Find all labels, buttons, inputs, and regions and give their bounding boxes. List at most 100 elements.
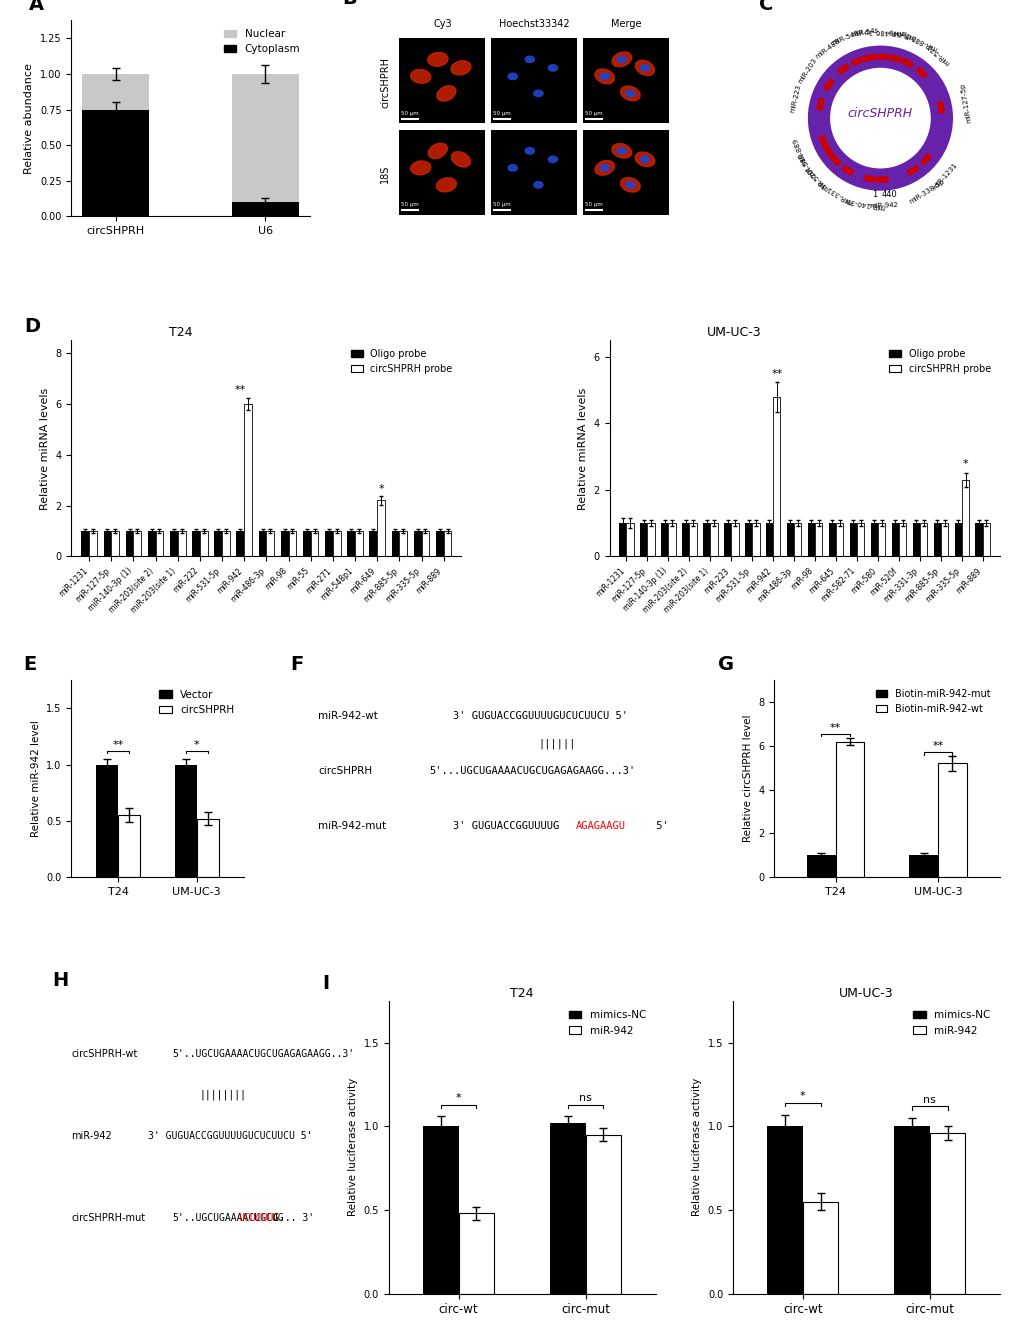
Text: G... 3': G... 3': [273, 1213, 314, 1222]
Bar: [877, 523, 884, 556]
Bar: [626, 523, 633, 556]
Ellipse shape: [620, 86, 640, 100]
Ellipse shape: [599, 165, 608, 172]
Text: *: *: [962, 459, 967, 470]
Ellipse shape: [640, 156, 649, 162]
Bar: [818, 135, 827, 147]
Bar: [443, 531, 451, 556]
Bar: [806, 855, 835, 876]
Bar: [786, 523, 794, 556]
Text: ns: ns: [579, 1093, 591, 1104]
Ellipse shape: [427, 53, 447, 66]
Bar: [765, 523, 772, 556]
Y-axis label: Relative luciferase activity: Relative luciferase activity: [347, 1078, 358, 1217]
Y-axis label: Relative luciferase activity: Relative luciferase activity: [692, 1078, 701, 1217]
Ellipse shape: [411, 70, 430, 83]
Text: miR-548p: miR-548p: [830, 29, 863, 46]
Bar: [876, 177, 888, 182]
Bar: [133, 531, 141, 556]
Bar: [816, 99, 823, 110]
Text: UCUCUUC: UCUCUUC: [238, 1213, 279, 1222]
Text: miR-889: miR-889: [791, 136, 807, 165]
Bar: [898, 523, 906, 556]
Bar: [837, 63, 849, 74]
Bar: [891, 523, 898, 556]
Y-axis label: Relative abundance: Relative abundance: [24, 62, 35, 173]
Text: ns: ns: [922, 1094, 935, 1105]
Bar: [288, 531, 297, 556]
Legend: Biotin-miR-942-mut, Biotin-miR-942-wt: Biotin-miR-942-mut, Biotin-miR-942-wt: [871, 685, 994, 718]
Ellipse shape: [620, 178, 640, 193]
Text: AGAGAAGU: AGAGAAGU: [576, 821, 626, 830]
Text: A: A: [29, 0, 44, 15]
Bar: [766, 1126, 802, 1294]
Bar: [863, 54, 874, 61]
Bar: [549, 1123, 585, 1294]
Text: T24: T24: [169, 326, 193, 339]
Bar: [236, 531, 244, 556]
Ellipse shape: [450, 61, 471, 75]
Bar: [111, 531, 119, 556]
Ellipse shape: [525, 148, 534, 154]
Text: miR-127-5p: miR-127-5p: [959, 83, 972, 124]
Ellipse shape: [616, 148, 626, 154]
Legend: Nuclear, Cytoplasm: Nuclear, Cytoplasm: [219, 25, 305, 58]
Text: *: *: [455, 1093, 461, 1104]
Y-axis label: Relative miRNA levels: Relative miRNA levels: [40, 387, 50, 510]
Y-axis label: Relative circSHPRH level: Relative circSHPRH level: [742, 715, 752, 842]
Ellipse shape: [611, 144, 631, 158]
Text: miR-942-mut: miR-942-mut: [318, 821, 386, 830]
Title: T24: T24: [510, 987, 533, 999]
Text: Cy3: Cy3: [433, 18, 451, 29]
Y-axis label: Relative miR-942 level: Relative miR-942 level: [31, 721, 41, 837]
Bar: [863, 176, 874, 182]
Text: 50 μm: 50 μm: [492, 202, 511, 207]
Text: circSHPRH: circSHPRH: [318, 766, 372, 776]
Bar: [222, 531, 229, 556]
Text: miR-571: miR-571: [925, 41, 951, 66]
Legend: mimics-NC, miR-942: mimics-NC, miR-942: [908, 1006, 994, 1040]
Bar: [851, 57, 862, 66]
Bar: [744, 523, 751, 556]
Bar: [940, 523, 948, 556]
Bar: [709, 523, 717, 556]
Text: 3' GUGUACCGGUUUUG: 3' GUGUACCGGUUUUG: [452, 821, 559, 830]
Legend: Oligo probe, circSHPRH probe: Oligo probe, circSHPRH probe: [884, 346, 994, 378]
Text: I: I: [322, 974, 329, 993]
Text: miR-223: miR-223: [789, 83, 801, 114]
Bar: [836, 523, 843, 556]
Ellipse shape: [436, 86, 455, 102]
Text: circSHPRH-wt: circSHPRH-wt: [71, 1048, 138, 1059]
Ellipse shape: [548, 156, 557, 162]
Text: 5': 5': [649, 821, 668, 830]
Bar: [170, 531, 177, 556]
Ellipse shape: [640, 65, 649, 71]
Bar: [936, 102, 944, 114]
Bar: [827, 523, 836, 556]
Ellipse shape: [451, 152, 470, 168]
Bar: [491, 129, 577, 215]
Text: Hoechst33342: Hoechst33342: [498, 18, 570, 29]
Text: miR-1231: miR-1231: [930, 162, 958, 191]
Bar: [118, 816, 141, 876]
Text: circSHPRH: circSHPRH: [847, 107, 912, 120]
Bar: [823, 79, 834, 91]
Text: miR-338-5p: miR-338-5p: [907, 178, 945, 205]
Bar: [459, 1213, 494, 1294]
Bar: [177, 531, 185, 556]
Ellipse shape: [411, 161, 430, 174]
Text: **: **: [829, 723, 841, 733]
Text: 5'...UGCUGAAAACUGCUGAGAGAAGG...3': 5'...UGCUGAAAACUGCUGAGAGAAGG...3': [429, 766, 635, 776]
Bar: [689, 523, 696, 556]
Bar: [961, 480, 968, 556]
Ellipse shape: [548, 65, 557, 71]
Ellipse shape: [525, 57, 534, 62]
Bar: [231, 74, 299, 202]
Bar: [325, 531, 332, 556]
Text: E: E: [23, 656, 37, 675]
Title: UM-UC-3: UM-UC-3: [838, 987, 893, 999]
Text: miR-140-3p: miR-140-3p: [844, 198, 884, 210]
Bar: [915, 67, 926, 78]
Text: miR-942: miR-942: [868, 202, 897, 209]
Bar: [435, 531, 443, 556]
